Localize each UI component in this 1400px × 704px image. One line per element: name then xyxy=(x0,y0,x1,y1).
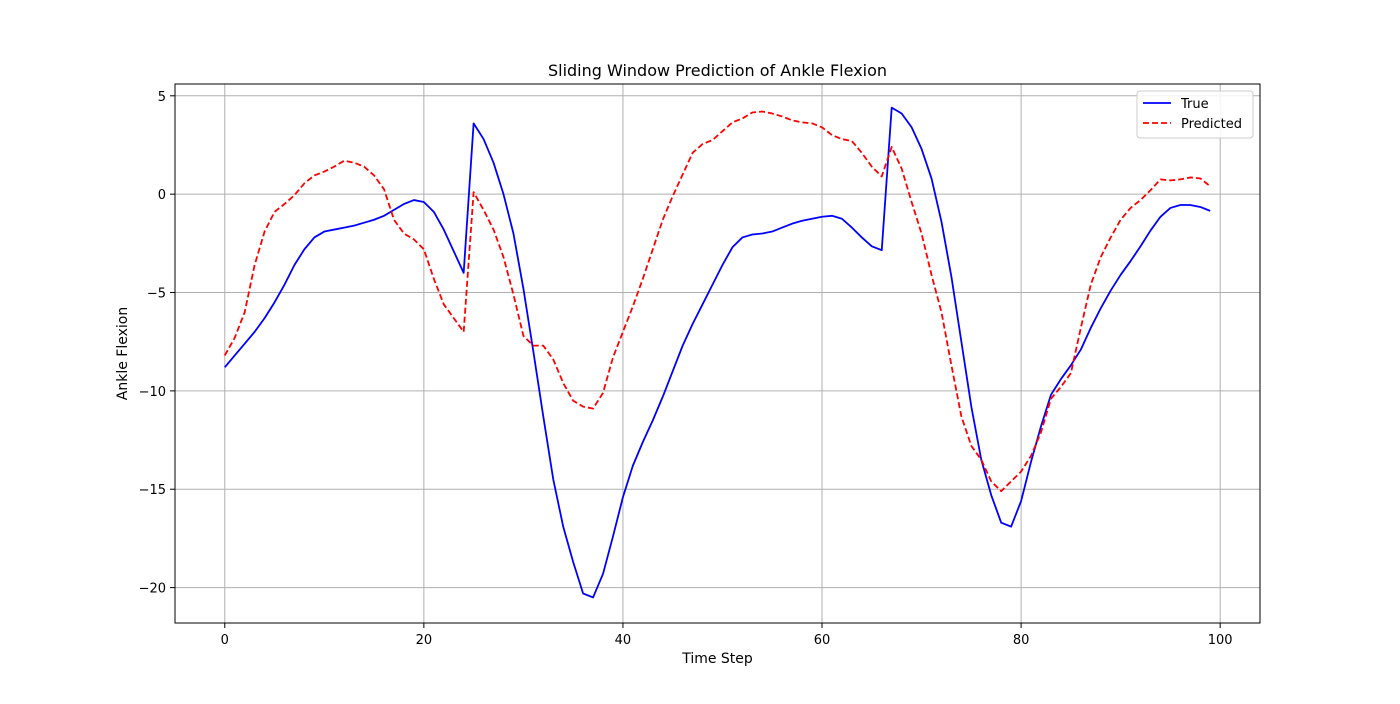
plot-area xyxy=(223,106,1211,599)
x-tick-label: 0 xyxy=(221,633,229,648)
y-tick-label: 0 xyxy=(158,188,166,203)
x-tick-label: 60 xyxy=(814,633,831,648)
series-line-true xyxy=(224,106,1211,599)
legend-label-predicted: Predicted xyxy=(1181,117,1242,132)
x-tick-label: 100 xyxy=(1208,633,1233,648)
y-tick-label: 5 xyxy=(158,90,166,105)
chart-title: Sliding Window Prediction of Ankle Flexi… xyxy=(548,61,887,80)
y-tick-label: −20 xyxy=(139,582,166,597)
y-axis-label: Ankle Flexion xyxy=(115,307,131,400)
y-tick-label: −5 xyxy=(147,287,166,302)
x-tick-label: 40 xyxy=(615,633,632,648)
axis-ticks: 0 20 40 60 80 100 −20 −15 −10 −5 0 5 xyxy=(139,90,1233,648)
x-tick-label: 20 xyxy=(416,633,433,648)
series-line-predicted xyxy=(223,110,1211,493)
legend: True Predicted xyxy=(1136,90,1254,139)
grid xyxy=(175,84,1260,623)
y-tick-label: −10 xyxy=(139,385,166,400)
y-tick-label: −15 xyxy=(139,483,166,498)
axes-frame xyxy=(174,83,1261,624)
x-axis-label: Time Step xyxy=(681,651,753,667)
legend-label-true: True xyxy=(1180,97,1209,112)
x-tick-label: 80 xyxy=(1013,633,1030,648)
